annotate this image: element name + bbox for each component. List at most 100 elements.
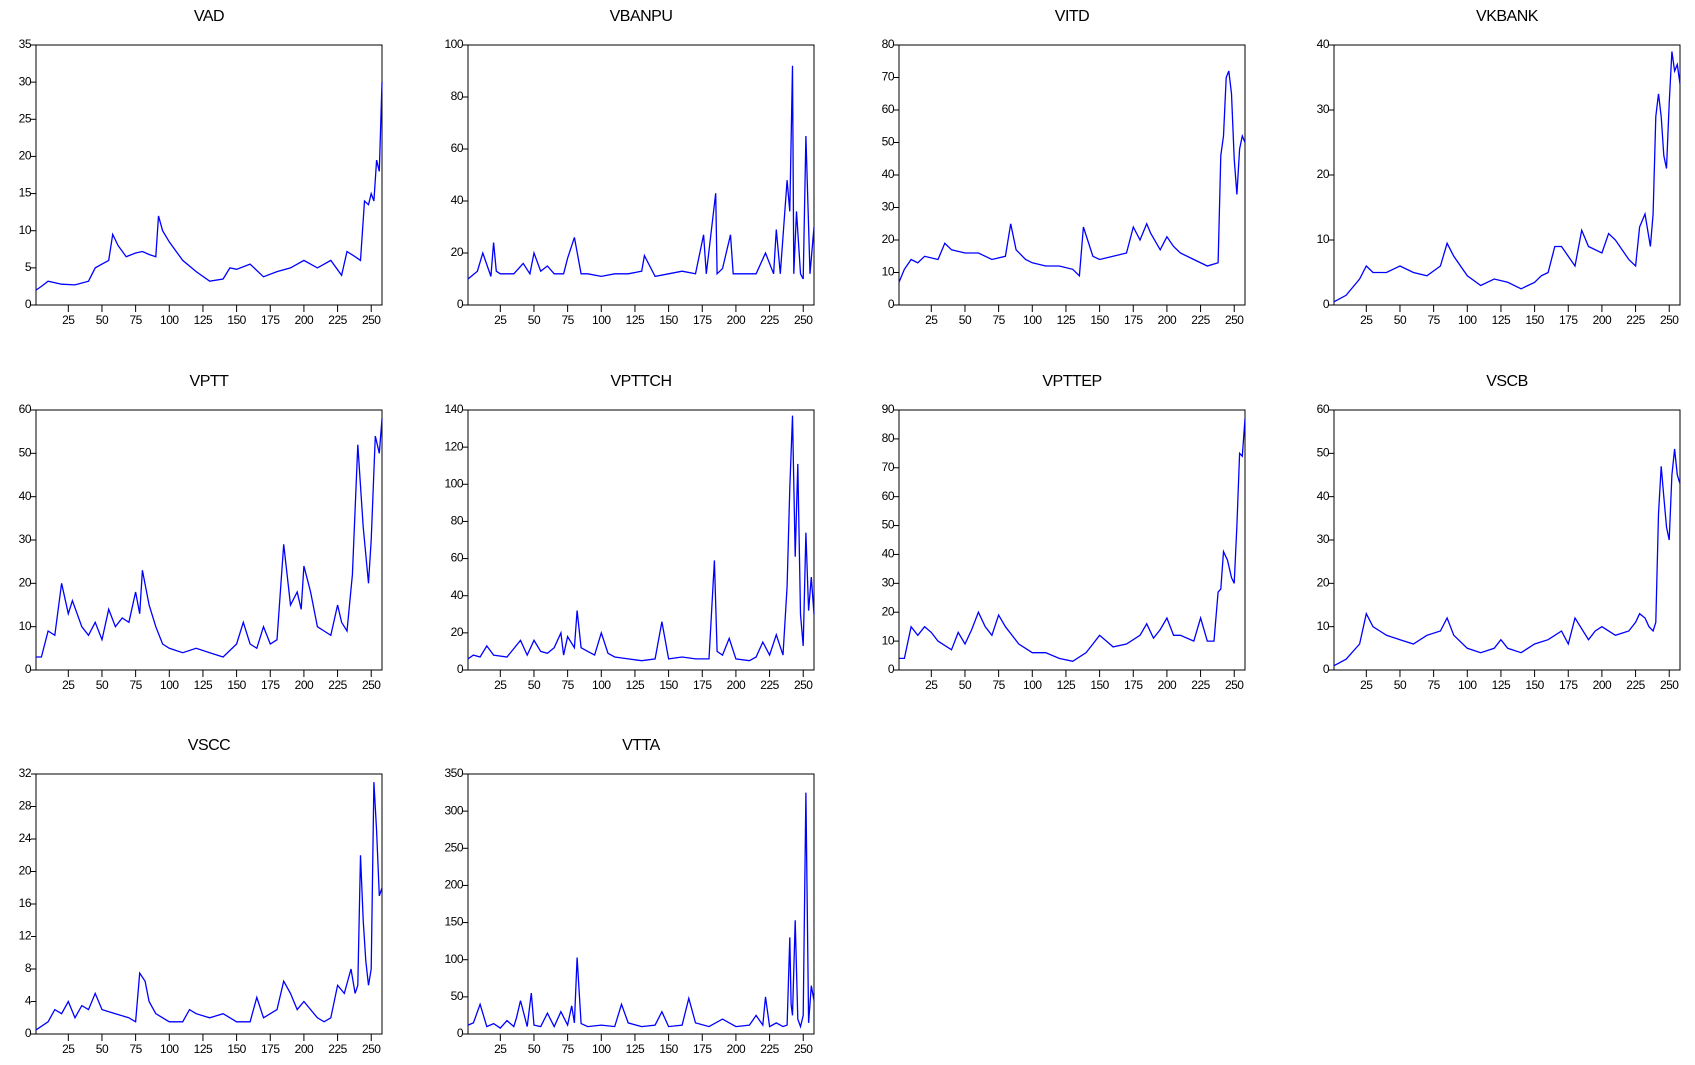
data-line [899, 418, 1246, 662]
chart-panel: VKBANK 0 10 20 30 40 25 50 75 100 125 150 175 200 225 2… [1317, 8, 1681, 327]
x-tick-label: 175 [261, 678, 280, 692]
x-tick-label: 50 [1394, 678, 1407, 692]
x-tick-label: 100 [160, 1042, 179, 1056]
y-tick-label: 0 [25, 662, 32, 676]
y-tick-label: 0 [888, 662, 895, 676]
y-tick-label: 12 [19, 929, 32, 943]
x-tick-label: 250 [362, 678, 381, 692]
x-tick-label: 225 [1191, 313, 1210, 327]
plot-frame [1333, 44, 1681, 306]
y-tick-label: 60 [882, 102, 895, 116]
data-line [467, 415, 815, 662]
chart-title: VTTA [622, 737, 661, 754]
x-tick-label: 100 [1458, 678, 1477, 692]
chart-panel: VBANPU 0 20 40 60 80 100 25 50 75 100 125 150 175 200 2… [444, 8, 815, 327]
y-tick-label: 50 [882, 135, 895, 149]
y-tick-label: 80 [882, 37, 895, 51]
y-tick-label: 300 [444, 803, 463, 817]
y-tick-label: 90 [882, 402, 895, 416]
y-tick-label: 35 [19, 37, 32, 51]
x-tick-label: 200 [295, 1042, 314, 1056]
x-tick-label: 25 [925, 678, 938, 692]
x-tick-label: 150 [1090, 678, 1109, 692]
y-tick-label: 32 [19, 766, 32, 780]
y-tick-label: 100 [444, 476, 463, 490]
x-tick-label: 225 [328, 1042, 347, 1056]
x-tick-label: 225 [1191, 678, 1210, 692]
y-tick-label: 70 [882, 460, 895, 474]
x-tick-label: 125 [194, 313, 213, 327]
data-line [898, 70, 1246, 283]
x-tick-label: 225 [760, 313, 779, 327]
y-tick-label: 70 [882, 70, 895, 84]
y-tick-label: 0 [457, 297, 464, 311]
plot-frame [898, 44, 1246, 306]
x-tick-label: 75 [992, 678, 1005, 692]
x-tick-label: 125 [626, 678, 645, 692]
x-tick-label: 175 [1124, 678, 1143, 692]
y-tick-label: 30 [882, 200, 895, 214]
plot-frame [898, 409, 1246, 671]
x-tick-label: 100 [160, 313, 179, 327]
x-tick-label: 225 [1626, 313, 1645, 327]
chart-panel: VPTTCH 0 20 40 60 80 100 120 140 25 50 75 100 125 150 1… [444, 373, 815, 692]
data-line [467, 65, 815, 280]
x-tick-label: 75 [561, 313, 574, 327]
x-tick-label: 150 [227, 313, 246, 327]
x-tick-label: 225 [1626, 678, 1645, 692]
x-tick-label: 50 [96, 1042, 109, 1056]
x-tick-label: 125 [626, 1042, 645, 1056]
x-tick-label: 100 [160, 678, 179, 692]
x-tick-label: 200 [295, 678, 314, 692]
x-tick-label: 175 [1124, 313, 1143, 327]
x-tick-label: 50 [96, 678, 109, 692]
x-tick-label: 25 [62, 678, 75, 692]
y-tick-label: 20 [19, 149, 32, 163]
y-tick-label: 30 [19, 74, 32, 88]
x-tick-label: 125 [1492, 678, 1511, 692]
x-tick-label: 250 [362, 1042, 381, 1056]
x-tick-label: 125 [1057, 313, 1076, 327]
chart-panel: VITD 0 10 20 30 40 50 60 70 80 25 50 75 100 125 150 175 2… [882, 8, 1246, 327]
y-tick-label: 250 [444, 840, 463, 854]
data-line [1333, 51, 1681, 303]
chart-panel: VAD 0 5 10 15 20 25 30 35 25 50 75 100 125 150 175 200 22… [19, 8, 383, 327]
y-tick-label: 20 [451, 625, 464, 639]
y-tick-label: 20 [882, 232, 895, 246]
y-tick-label: 16 [19, 896, 32, 910]
y-tick-label: 0 [25, 297, 32, 311]
y-tick-label: 0 [457, 662, 464, 676]
x-tick-label: 25 [925, 313, 938, 327]
x-tick-label: 100 [592, 1042, 611, 1056]
x-tick-label: 25 [494, 313, 507, 327]
x-tick-label: 225 [760, 678, 779, 692]
x-tick-label: 175 [693, 1042, 712, 1056]
x-tick-label: 200 [295, 313, 314, 327]
plot-frame [467, 44, 815, 306]
x-tick-label: 150 [659, 678, 678, 692]
y-tick-label: 120 [444, 439, 463, 453]
y-tick-label: 30 [1317, 532, 1330, 546]
y-tick-label: 4 [25, 994, 32, 1008]
y-tick-label: 10 [19, 619, 32, 633]
y-tick-label: 40 [451, 193, 464, 207]
x-tick-label: 75 [1427, 313, 1440, 327]
x-tick-label: 250 [794, 1042, 813, 1056]
y-tick-label: 10 [882, 265, 895, 279]
x-tick-label: 150 [1525, 313, 1544, 327]
x-tick-label: 25 [1360, 678, 1373, 692]
x-tick-label: 50 [959, 678, 972, 692]
x-tick-label: 175 [1559, 678, 1578, 692]
data-line [35, 82, 383, 291]
y-tick-label: 100 [444, 952, 463, 966]
plot-frame [35, 44, 383, 306]
y-tick-label: 50 [19, 446, 32, 460]
x-tick-label: 200 [1593, 678, 1612, 692]
y-tick-label: 10 [19, 223, 32, 237]
x-tick-label: 200 [727, 1042, 746, 1056]
y-tick-label: 28 [19, 799, 32, 813]
chart-title: VPTT [190, 373, 230, 390]
x-tick-label: 150 [1525, 678, 1544, 692]
x-tick-label: 150 [227, 678, 246, 692]
y-tick-label: 40 [1317, 489, 1330, 503]
